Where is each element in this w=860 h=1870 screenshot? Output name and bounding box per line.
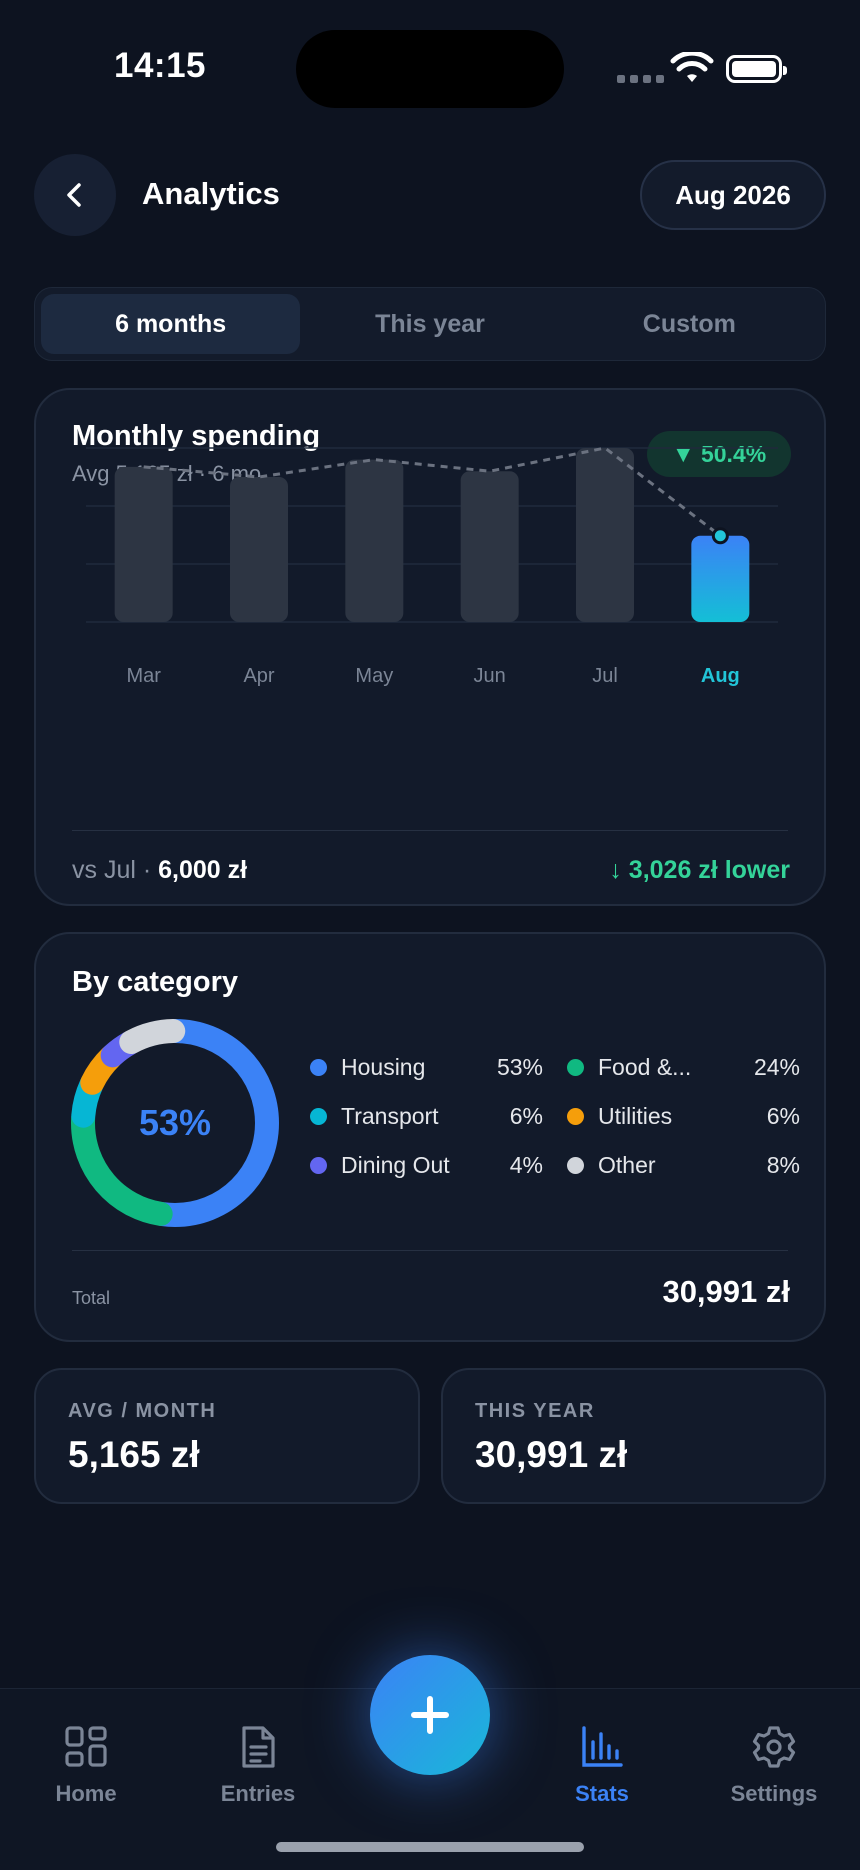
legend-pct: 53% bbox=[496, 1054, 543, 1080]
total-label: Total bbox=[72, 1288, 111, 1308]
tab-this-year[interactable]: This year bbox=[375, 309, 485, 338]
legend-pct: 6% bbox=[766, 1103, 800, 1129]
legend-name: Other bbox=[598, 1152, 656, 1178]
dynamic-island bbox=[296, 30, 564, 108]
donut-slice-transport[interactable] bbox=[71, 1019, 279, 1227]
legend-name: Utilities bbox=[598, 1103, 673, 1129]
chart-xtick-label: Mar bbox=[126, 665, 161, 687]
status-time: 14:15 bbox=[114, 46, 207, 85]
nav-entries[interactable]: Entries bbox=[188, 1725, 328, 1807]
grid-icon bbox=[65, 1726, 107, 1767]
legend-pct: 8% bbox=[766, 1152, 800, 1178]
difference-text: ↓ 3,026 zł lower bbox=[609, 856, 790, 884]
divider bbox=[72, 830, 788, 831]
legend-dot bbox=[567, 1108, 584, 1125]
divider bbox=[72, 1250, 788, 1251]
legend-name: Housing bbox=[341, 1054, 426, 1080]
nav-home-label: Home bbox=[55, 1781, 117, 1806]
page-title: Analytics bbox=[142, 176, 280, 211]
nav-entries-label: Entries bbox=[220, 1781, 296, 1806]
home-indicator bbox=[276, 1842, 584, 1852]
nav-settings[interactable]: Settings bbox=[704, 1725, 844, 1807]
total-value: 30,991 zł bbox=[662, 1274, 790, 1309]
monthly-spending-card: Monthly spending Avg 5,165 zł · 6 mo ▼ 5… bbox=[34, 388, 826, 906]
chart-bar-apr[interactable] bbox=[230, 477, 288, 622]
chart-point-current bbox=[711, 527, 729, 545]
chart-xtick-label: Jun bbox=[474, 665, 506, 687]
category-legend: Housing 53% Food &... 24% Transport 6% Util… bbox=[310, 1054, 800, 1179]
legend-item-food[interactable]: Food &... 24% bbox=[567, 1054, 800, 1081]
gear-icon bbox=[752, 1726, 796, 1768]
legend-name: Dining Out bbox=[341, 1152, 450, 1178]
chart-trend-line bbox=[143, 446, 722, 537]
category-donut: 53% bbox=[70, 1018, 280, 1228]
change-badge: ▼ 50.4% bbox=[647, 431, 791, 477]
nav-stats[interactable]: Stats bbox=[532, 1725, 672, 1807]
chart-xtick-label: Aug bbox=[701, 665, 740, 687]
chart-xtick-label: Jul bbox=[592, 665, 618, 687]
chart-bar-mar[interactable] bbox=[114, 466, 173, 622]
legend-pct: 24% bbox=[753, 1054, 800, 1080]
avg-month-tile: AVG / MONTH 5,165 zł bbox=[34, 1368, 420, 1504]
spending-title: Monthly spending bbox=[72, 420, 321, 452]
comparison-value: 6,000 zł bbox=[158, 856, 248, 884]
legend-dot bbox=[310, 1157, 327, 1174]
cellular-signal-icon bbox=[617, 75, 664, 83]
nav-stats-label: Stats bbox=[575, 1781, 629, 1806]
chart-bar-may[interactable] bbox=[345, 459, 404, 622]
legend-dot bbox=[310, 1108, 327, 1125]
donut-center-label: 53% bbox=[138, 1102, 212, 1143]
legend-pct: 6% bbox=[509, 1103, 543, 1129]
legend-item-housing[interactable]: Housing 53% bbox=[310, 1054, 543, 1081]
legend-item-dining-out[interactable]: Dining Out 4% bbox=[310, 1152, 543, 1179]
this-year-value: 30,991 zł bbox=[475, 1434, 628, 1475]
category-title: By category bbox=[72, 966, 239, 998]
battery-icon bbox=[726, 55, 787, 83]
tab-6-months[interactable]: 6 months bbox=[41, 294, 301, 354]
legend-dot bbox=[567, 1059, 584, 1076]
back-button[interactable] bbox=[34, 154, 116, 236]
comparison-text: vs Jul · 6,000 zł bbox=[72, 856, 247, 885]
spending-chart: Mar Apr May Jun Jul Aug bbox=[86, 446, 778, 687]
avg-month-value: 5,165 zł bbox=[68, 1434, 200, 1475]
nav-settings-label: Settings bbox=[730, 1781, 818, 1806]
chart-xtick-label: Apr bbox=[243, 665, 274, 687]
avg-month-label: AVG / MONTH bbox=[68, 1400, 217, 1422]
legend-dot bbox=[310, 1059, 327, 1076]
add-entry-button[interactable] bbox=[370, 1655, 490, 1775]
chart-xtick-label: May bbox=[355, 665, 393, 687]
nav-home[interactable]: Home bbox=[16, 1725, 156, 1807]
chart-bar-jul[interactable] bbox=[576, 448, 634, 622]
this-year-label: THIS YEAR bbox=[475, 1400, 595, 1422]
donut-slice-other[interactable] bbox=[71, 1019, 279, 1227]
legend-name: Food &... bbox=[598, 1054, 692, 1080]
legend-item-transport[interactable]: Transport 6% bbox=[310, 1103, 543, 1130]
wifi-icon bbox=[670, 52, 714, 82]
category-card: By category 53% Housing 53% Food &... 24% … bbox=[34, 932, 826, 1342]
period-selector[interactable]: Aug 2026 bbox=[640, 160, 826, 230]
chart-bar-jun[interactable] bbox=[460, 471, 519, 622]
range-tabs: 6 months This year Custom bbox=[34, 287, 826, 361]
comparison-label: vs Jul · bbox=[72, 856, 159, 884]
bar-chart-icon bbox=[582, 1726, 623, 1767]
legend-pct: 4% bbox=[509, 1152, 543, 1178]
this-year-tile: THIS YEAR 30,991 zł bbox=[441, 1368, 826, 1504]
legend-dot bbox=[567, 1157, 584, 1174]
document-icon bbox=[242, 1726, 275, 1768]
chart-bar-aug[interactable] bbox=[691, 535, 750, 622]
legend-item-utilities[interactable]: Utilities 6% bbox=[567, 1103, 800, 1130]
tab-custom[interactable]: Custom bbox=[642, 309, 736, 338]
plus-icon bbox=[411, 1696, 449, 1734]
chevron-left-icon bbox=[67, 183, 81, 207]
legend-item-other[interactable]: Other 8% bbox=[567, 1152, 800, 1179]
legend-name: Transport bbox=[341, 1103, 439, 1129]
